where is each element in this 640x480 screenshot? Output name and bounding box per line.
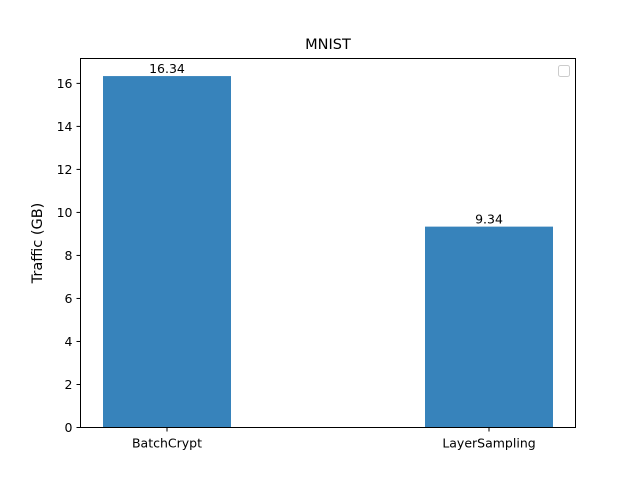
- data-labels: 16.34 9.34: [149, 61, 503, 227]
- bar-layersampling: [425, 226, 553, 428]
- plot-frame: [80, 58, 576, 428]
- bars: [103, 76, 553, 428]
- plot-area: 0 2 4 6 8 10 12 14 16 BatchCrypt LayerSampling 16…: [57, 58, 576, 451]
- y-tick-label: 0: [65, 420, 73, 435]
- data-label-batchcrypt: 16.34: [149, 61, 185, 76]
- y-tick-label: 14: [57, 119, 73, 134]
- y-tick-label: 10: [57, 205, 73, 220]
- y-tick-label: 12: [57, 162, 73, 177]
- y-tick-label: 8: [65, 248, 73, 263]
- y-tick-label: 2: [65, 377, 73, 392]
- y-tick-label: 4: [65, 334, 73, 349]
- legend-box: [558, 65, 570, 77]
- x-tick-label-layersampling: LayerSampling: [442, 436, 535, 451]
- bar-batchcrypt: [103, 76, 231, 428]
- y-tick-label: 16: [57, 76, 73, 91]
- data-label-layersampling: 9.34: [475, 212, 503, 227]
- y-axis-label: Traffic (GB): [30, 203, 46, 285]
- x-ticks: BatchCrypt LayerSampling: [132, 427, 536, 451]
- y-tick-label: 6: [65, 291, 73, 306]
- chart-title: MNIST: [305, 37, 351, 53]
- x-tick-label-batchcrypt: BatchCrypt: [132, 436, 202, 451]
- y-ticks: 0 2 4 6 8 10 12 14 16: [57, 76, 81, 435]
